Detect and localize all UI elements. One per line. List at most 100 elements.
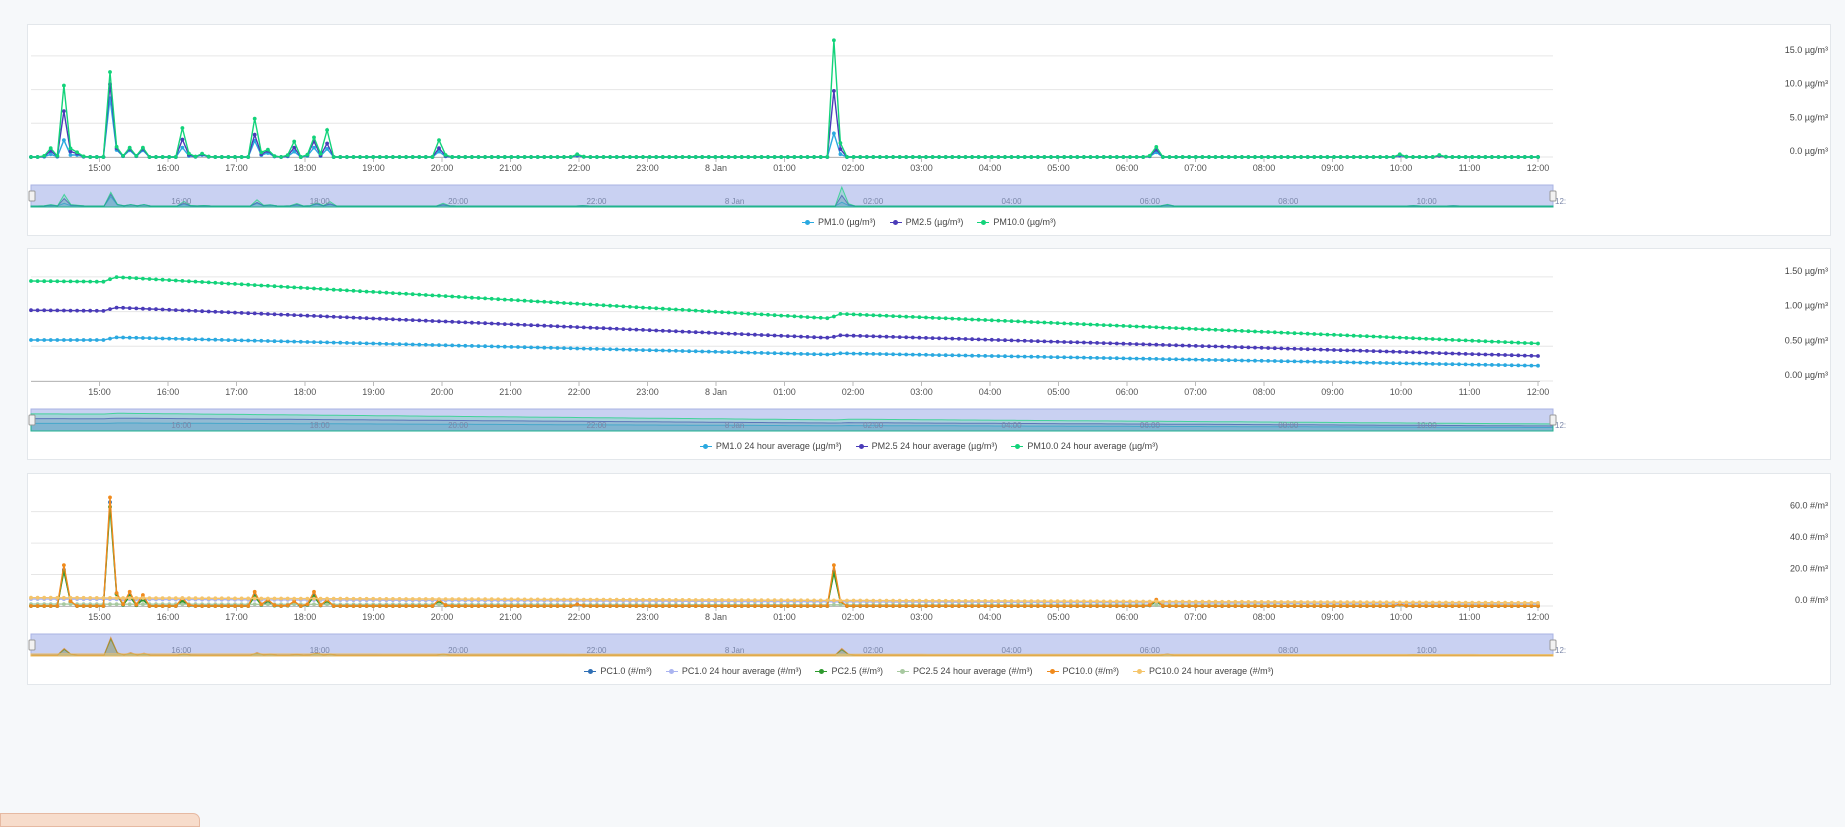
data-point <box>272 284 277 289</box>
data-point <box>1016 155 1020 159</box>
navigator-right-handle[interactable] <box>1549 414 1557 426</box>
legend-item[interactable]: PM1.0 24 hour average (µg/m³) <box>699 441 842 451</box>
legend-item[interactable]: PM10.0 (µg/m³) <box>977 217 1056 227</box>
data-point <box>1332 360 1336 364</box>
data-point <box>219 604 224 608</box>
data-point <box>1108 155 1113 159</box>
navigator-left-handle[interactable] <box>28 190 36 202</box>
data-point <box>410 342 415 347</box>
bottom-tab[interactable] <box>0 813 200 827</box>
data-point <box>345 341 349 345</box>
data-point <box>1147 603 1152 608</box>
legend-item[interactable]: PC1.0 (#/m³) <box>584 666 652 676</box>
data-point <box>1496 363 1501 367</box>
data-point <box>298 339 303 344</box>
navigator-left-handle[interactable] <box>28 639 36 651</box>
data-point <box>1055 155 1060 159</box>
data-point <box>259 596 264 601</box>
legend-item[interactable]: PC2.5 (#/m³) <box>815 666 883 676</box>
data-point <box>1470 155 1475 159</box>
data-point <box>832 602 836 607</box>
data-point <box>1444 362 1448 366</box>
legend-item[interactable]: PC10.0 24 hour average (#/m³) <box>1133 666 1274 676</box>
data-point <box>1121 604 1126 608</box>
data-point <box>305 152 310 157</box>
navigator-mask[interactable] <box>30 633 1554 657</box>
x-tick-label: 11:00 <box>1459 612 1481 622</box>
x-tick-label: 03:00 <box>910 612 933 622</box>
data-point <box>1075 340 1080 345</box>
data-point <box>1522 353 1527 358</box>
data-point <box>562 597 566 602</box>
legend-item[interactable]: PC10.0 (#/m³) <box>1046 666 1119 676</box>
navigator[interactable]: 16:00 18:00 20:00 22:00 8 Jan 02:00 04:00 06:00… <box>28 184 1566 208</box>
data-point <box>1332 604 1336 608</box>
data-point <box>1444 337 1448 342</box>
data-point <box>937 353 941 357</box>
data-point <box>81 604 86 608</box>
legend-item[interactable]: PM2.5 24 hour average (µg/m³) <box>855 441 997 451</box>
data-point <box>1167 357 1172 362</box>
data-point <box>1338 600 1343 605</box>
data-point <box>68 338 73 342</box>
data-point <box>397 342 402 347</box>
data-point <box>1318 604 1323 608</box>
data-point <box>1082 604 1086 608</box>
navigator-right-handle[interactable] <box>1549 639 1557 651</box>
data-point <box>1338 155 1343 159</box>
data-point <box>1101 341 1106 345</box>
data-point <box>838 152 843 157</box>
data-point <box>187 279 191 284</box>
data-point <box>358 341 362 346</box>
data-point <box>864 604 869 608</box>
series-4 <box>29 495 1540 608</box>
data-point <box>219 338 224 342</box>
legend-item[interactable]: PM10.0 24 hour average (µg/m³) <box>1011 441 1158 451</box>
data-point <box>180 279 185 283</box>
data-point <box>1312 332 1317 336</box>
data-point <box>246 596 251 601</box>
legend-item[interactable]: PM2.5 (µg/m³) <box>889 217 964 227</box>
series-line <box>31 603 1538 607</box>
data-point <box>167 278 172 282</box>
data-point <box>1259 345 1264 350</box>
legend-item[interactable]: PM1.0 (µg/m³) <box>801 217 876 227</box>
data-point <box>167 596 172 600</box>
data-point <box>108 602 112 607</box>
navigator-series <box>30 412 1554 432</box>
data-point <box>35 595 40 600</box>
data-point <box>1193 344 1198 348</box>
x-tick-label: 09:00 <box>1321 387 1344 397</box>
data-point <box>753 598 757 603</box>
data-point <box>272 596 277 601</box>
data-point <box>233 310 237 315</box>
data-point <box>1332 155 1336 159</box>
navigator-left-handle[interactable] <box>28 414 36 426</box>
data-point <box>312 286 316 291</box>
data-point <box>496 597 501 602</box>
data-point <box>1095 341 1099 345</box>
data-point <box>957 336 961 341</box>
legend-item[interactable]: PC2.5 24 hour average (#/m³) <box>896 666 1033 676</box>
navigator-right-handle[interactable] <box>1549 190 1557 202</box>
data-point <box>963 604 968 608</box>
legend-item[interactable]: PC1.0 24 hour average (#/m³) <box>665 666 801 676</box>
data-point <box>1318 155 1323 159</box>
data-point <box>1503 363 1507 367</box>
navigator-tick-label: 22:00 <box>586 421 607 430</box>
data-point <box>1036 155 1040 159</box>
data-point <box>1292 600 1297 604</box>
legend-label: PM2.5 (µg/m³) <box>905 217 964 227</box>
data-point <box>1128 342 1132 346</box>
data-point <box>1272 155 1277 159</box>
data-point <box>410 604 415 608</box>
data-point <box>1424 604 1428 608</box>
data-point <box>279 155 283 159</box>
legend-label: PM10.0 24 hour average (µg/m³) <box>1027 441 1159 451</box>
data-point <box>1207 358 1211 362</box>
navigator[interactable]: 16:00 18:00 20:00 22:00 8 Jan 02:00 04:00 06:00… <box>28 633 1566 657</box>
data-point <box>1246 600 1251 604</box>
data-point <box>693 349 698 354</box>
data-point <box>1042 604 1047 608</box>
navigator[interactable]: 16:00 18:00 20:00 22:00 8 Jan 02:00 04:00 06:00… <box>28 408 1566 432</box>
